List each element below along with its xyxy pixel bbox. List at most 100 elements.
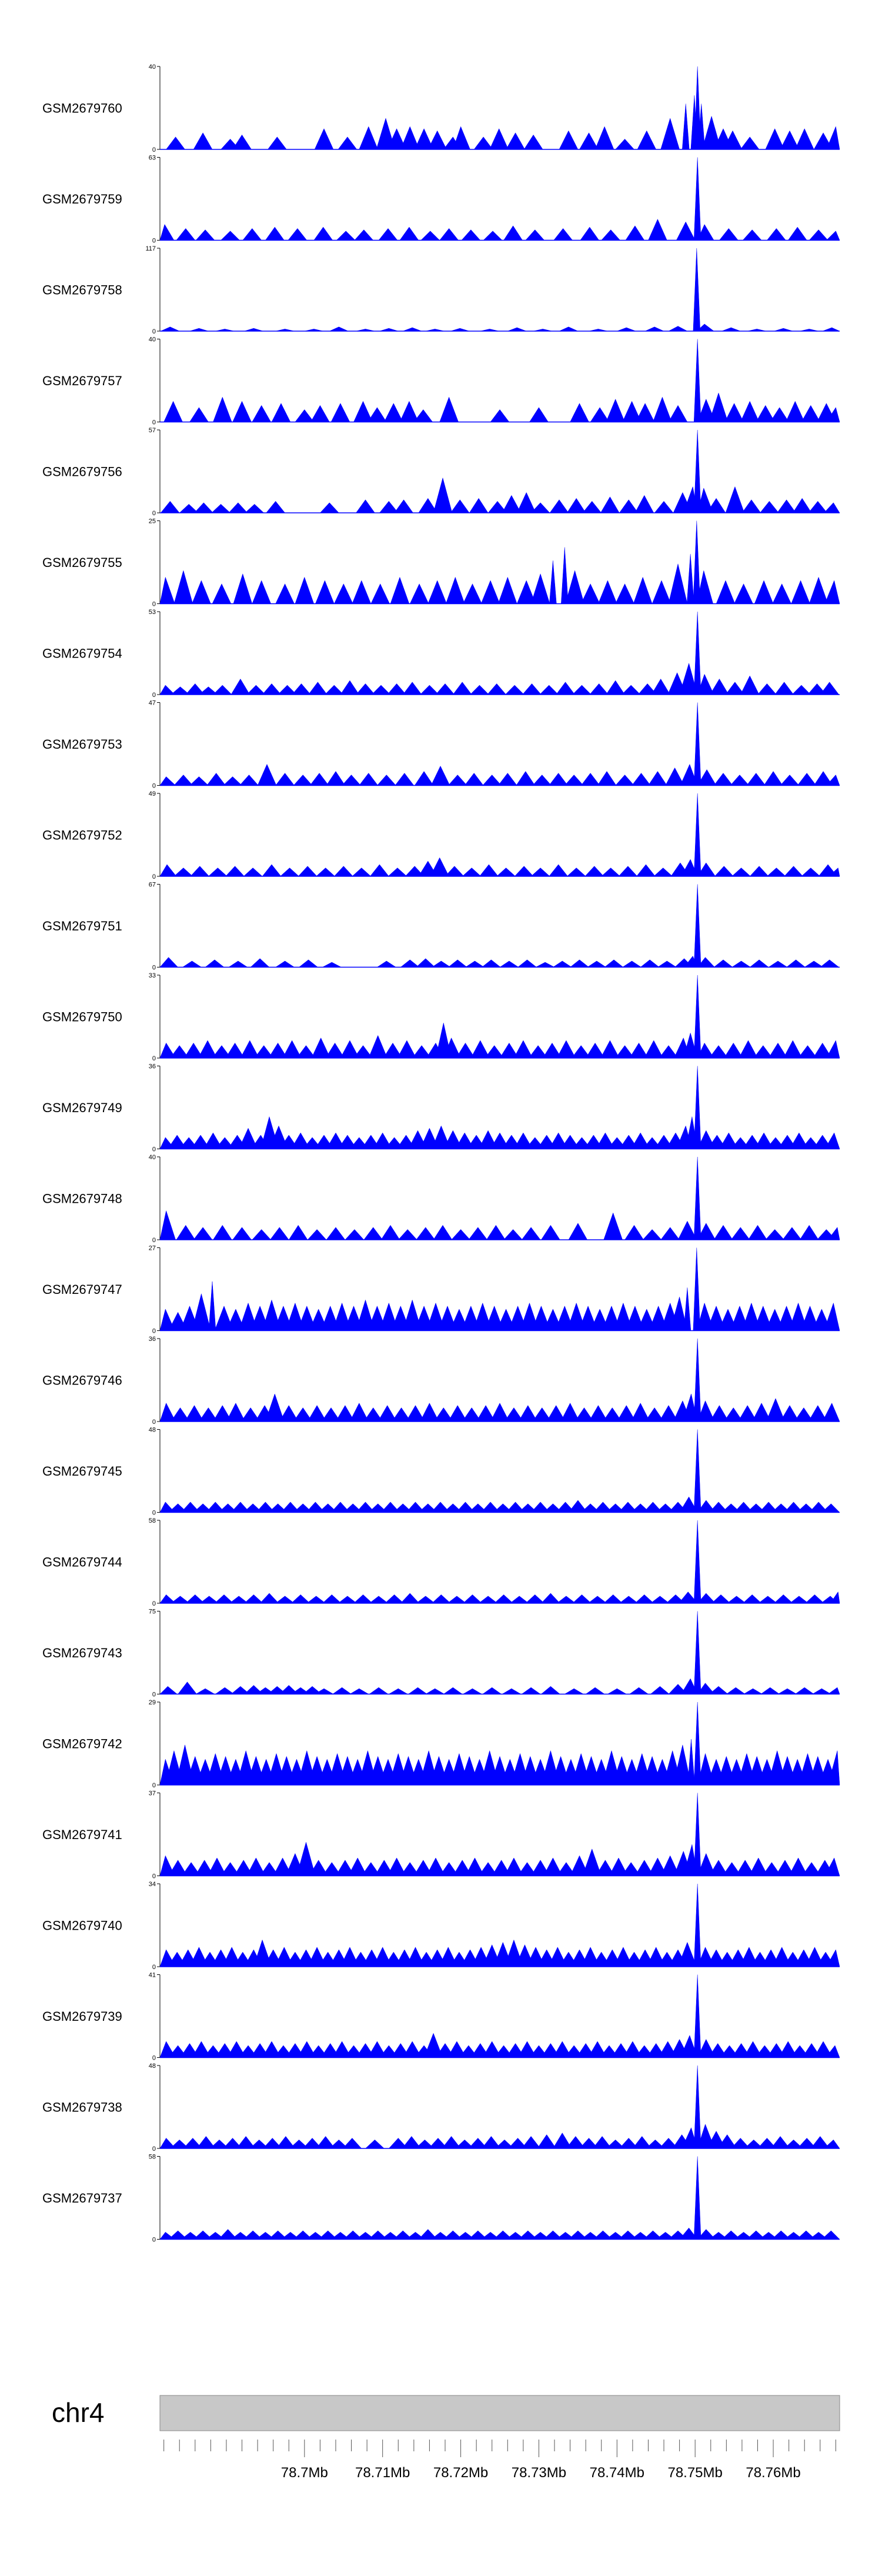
signal-peak <box>693 884 701 967</box>
track-y-max-label: 117 <box>145 245 156 252</box>
signal-peak <box>402 2041 422 2058</box>
signal-peak <box>782 1227 802 1240</box>
signal-peak <box>380 1224 400 1240</box>
signal-peak <box>517 959 537 967</box>
track-name-label: GSM2679755 <box>42 555 122 570</box>
signal-peak <box>400 959 420 967</box>
signal-peak <box>713 773 733 786</box>
signal-peak <box>683 1032 698 1059</box>
signal-peak <box>648 1857 667 1876</box>
signal-peak <box>693 157 701 241</box>
track-GSM2679743: GSM2679743 75 0 <box>42 1609 840 1699</box>
signal-peak <box>257 763 277 786</box>
signal-peak <box>169 1045 189 1059</box>
signal-peak <box>751 1403 771 1422</box>
track-name-label: GSM2679738 <box>42 2100 122 2115</box>
signal-peak <box>379 1302 399 1331</box>
signal-peak <box>808 1405 828 1422</box>
signal-peak <box>543 1857 563 1876</box>
signal-peak <box>480 329 499 332</box>
track-y-min-label: 0 <box>152 1782 156 1789</box>
signal-peak <box>587 2041 607 2058</box>
signal-peak <box>418 2229 438 2240</box>
signal-peak <box>651 678 671 695</box>
signal-peak <box>310 405 330 422</box>
signal-peak <box>373 1132 393 1149</box>
signal-peak <box>789 1302 808 1331</box>
signal-peak <box>593 2230 613 2240</box>
signal-peak <box>183 1042 203 1059</box>
signal-peak <box>189 328 209 332</box>
signal-peak <box>262 864 282 877</box>
signal-peak <box>355 2231 376 2240</box>
signal-peak <box>203 1132 223 1149</box>
track-y-max-label: 40 <box>149 336 156 343</box>
signal-peak <box>239 775 259 786</box>
signal-peak <box>503 225 523 241</box>
signal-peak <box>293 1503 313 1513</box>
signal-peak <box>195 1688 215 1694</box>
signal-peak <box>530 573 550 604</box>
signal-peak <box>298 959 319 967</box>
signal-peak <box>693 429 701 513</box>
signal-peak <box>559 326 579 332</box>
signal-peak <box>178 1681 198 1694</box>
signal-peak <box>490 1132 510 1149</box>
signal-peak <box>387 867 407 877</box>
signal-peak <box>230 2231 250 2240</box>
signal-peak <box>826 1949 840 1967</box>
signal-peak <box>678 1591 698 1604</box>
signal-peak <box>354 229 374 241</box>
signal-peak <box>368 1035 388 1059</box>
signal-peak <box>305 2231 326 2240</box>
track-name-label: GSM2679740 <box>42 1918 122 1933</box>
signal-peak <box>208 867 228 877</box>
signal-peak <box>606 2139 626 2149</box>
signal-peak <box>447 1596 467 1604</box>
signal-peak <box>332 2041 352 2058</box>
signal-peak <box>462 1688 483 1694</box>
signal-peak <box>295 409 315 422</box>
signal-peak <box>416 958 436 967</box>
signal-peak <box>820 959 840 967</box>
track-name-label: GSM2679749 <box>42 1100 122 1115</box>
signal-peak <box>800 329 819 332</box>
signal-peak <box>333 583 353 604</box>
signal-peak <box>740 136 760 150</box>
signal-peak <box>322 962 342 967</box>
track-y-max-label: 75 <box>149 1609 156 1616</box>
signal-peak <box>709 1686 729 1694</box>
signal-peak <box>282 1040 302 1059</box>
track-GSM2679738: GSM2679738 48 0 <box>42 2063 840 2153</box>
signal-peak <box>555 2231 576 2240</box>
signal-peak <box>808 1501 828 1513</box>
signal-peak <box>242 228 262 241</box>
signal-peak <box>743 2041 763 2058</box>
signal-peak <box>495 2139 514 2149</box>
signal-peak <box>159 1594 176 1604</box>
signal-peak <box>313 226 333 241</box>
signal-peak <box>370 583 390 604</box>
signal-peak <box>648 219 667 241</box>
signal-peak <box>402 2135 422 2149</box>
signal-peak <box>668 563 688 604</box>
track-y-min-label: 0 <box>152 1873 156 1880</box>
signal-peak <box>473 1302 493 1331</box>
signal-peak <box>255 2231 276 2240</box>
signal-peak <box>660 118 680 150</box>
signal-peak <box>189 407 209 422</box>
signal-peak <box>582 500 602 513</box>
signal-peak <box>697 1683 715 1694</box>
track-GSM2679750: GSM2679750 33 0 <box>42 972 840 1062</box>
signal-peak <box>314 1688 334 1694</box>
signal-peak <box>580 2231 600 2240</box>
signal-peak <box>196 2135 216 2149</box>
signal-peak <box>780 130 800 150</box>
signal-peak <box>383 1042 403 1059</box>
track-name-label: GSM2679742 <box>42 1737 122 1751</box>
signal-peak <box>220 1862 240 1876</box>
signal-peak <box>709 1405 729 1422</box>
signal-peak <box>292 683 311 695</box>
signal-peak <box>785 401 805 422</box>
track-y-min-label: 0 <box>152 692 156 699</box>
